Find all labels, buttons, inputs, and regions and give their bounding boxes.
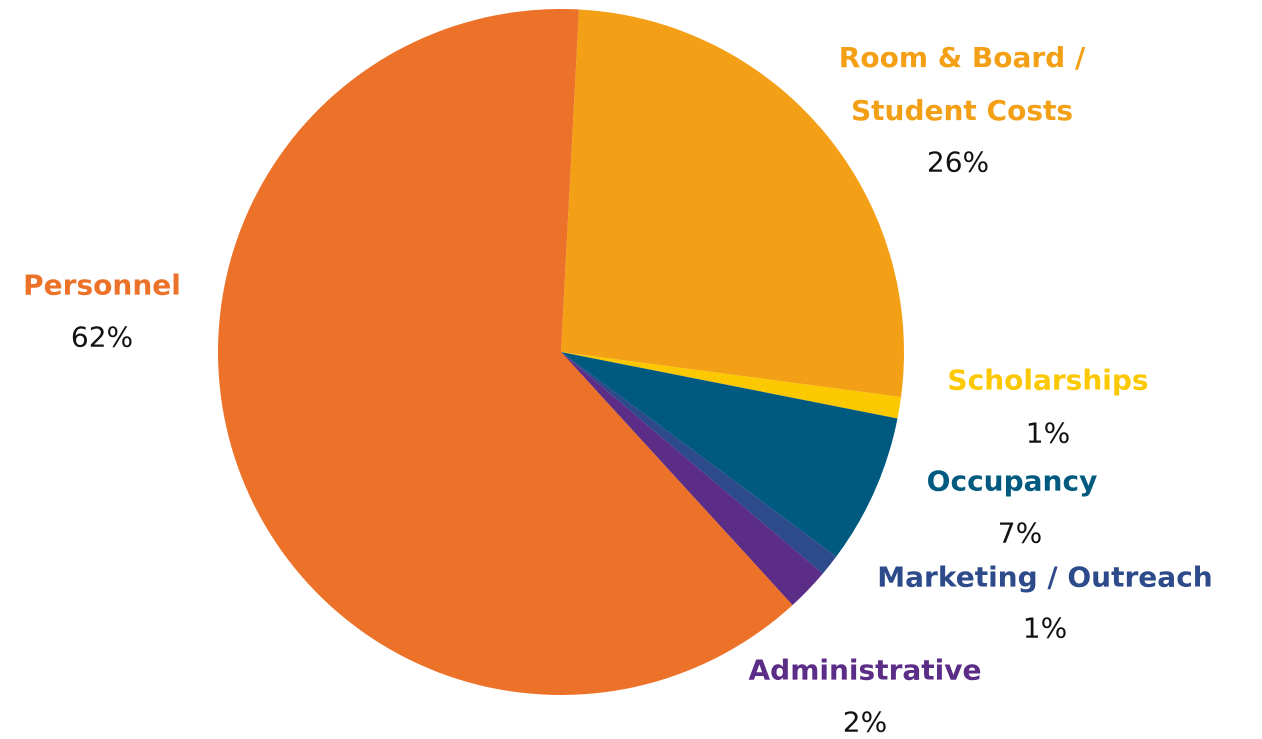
slice-label: Marketing / Outreach [877,560,1213,594]
slice-value-label: 62% [70,320,134,354]
pie-slice [561,352,898,557]
pie-slice [561,9,904,398]
slice-label: Occupancy [926,464,1098,498]
slice-label: Administrative [748,653,982,687]
slice-label: Room & Board / Student Costs [838,41,1086,127]
slice-value-label: 2% [842,705,888,739]
slice-value-label: 26% [926,145,990,179]
slice-value-label: 7% [997,516,1043,550]
pie-slice [217,8,793,696]
slice-value-label: 1% [1022,611,1068,645]
pie-slice [561,352,823,606]
pie-slice [561,352,837,574]
slice-value-label: 1% [1025,416,1071,450]
slice-label: Scholarships [947,363,1149,397]
pie-slice [561,352,902,419]
slice-label: Personnel [23,268,181,302]
